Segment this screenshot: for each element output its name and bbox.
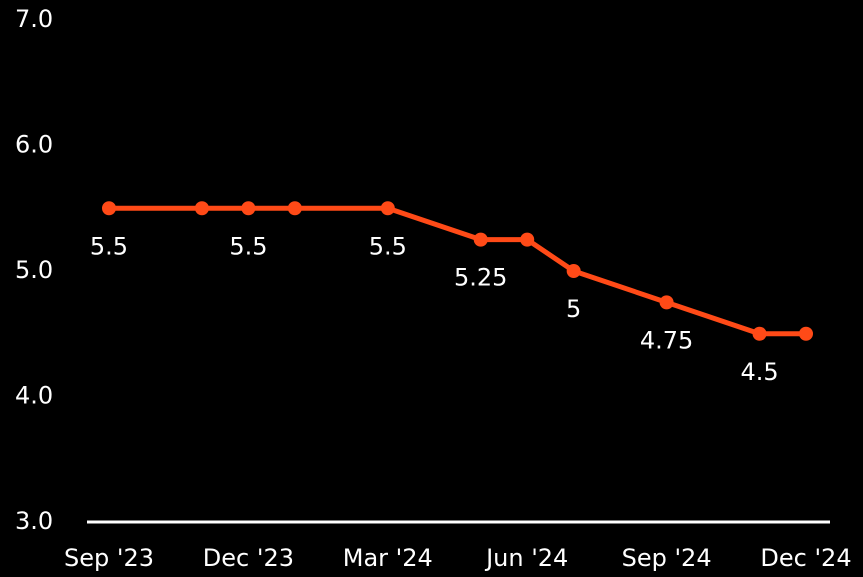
y-tick-label: 5.0 [15, 256, 53, 284]
y-tick-label: 3.0 [15, 507, 53, 535]
data-label: 5.5 [90, 232, 128, 260]
x-tick-label: Sep '23 [64, 544, 154, 572]
x-tick-label: Jun '24 [484, 544, 568, 572]
x-tick-label: Dec '23 [203, 544, 294, 572]
point [287, 201, 302, 216]
point [659, 295, 674, 310]
point [102, 201, 116, 216]
data-label: 4.5 [740, 358, 778, 386]
point [566, 264, 581, 278]
x-tick-label: Sep '24 [622, 544, 712, 572]
point [194, 201, 209, 216]
point [799, 326, 813, 341]
x-tick-label: Mar '24 [343, 544, 433, 572]
point [241, 201, 256, 216]
y-tick-label: 6.0 [15, 131, 53, 159]
point [473, 232, 488, 247]
x-tick-label: Dec '24 [760, 544, 851, 572]
point [520, 232, 535, 247]
point [752, 326, 767, 341]
y-tick-label: 7.0 [15, 5, 53, 33]
y-tick-label: 4.0 [15, 382, 53, 410]
data-label: 5.5 [229, 232, 267, 260]
data-label: 5 [566, 295, 581, 323]
point [380, 201, 395, 216]
data-label: 5.25 [454, 264, 507, 292]
data-label: 5.5 [369, 232, 407, 260]
data-label: 4.75 [640, 326, 693, 354]
